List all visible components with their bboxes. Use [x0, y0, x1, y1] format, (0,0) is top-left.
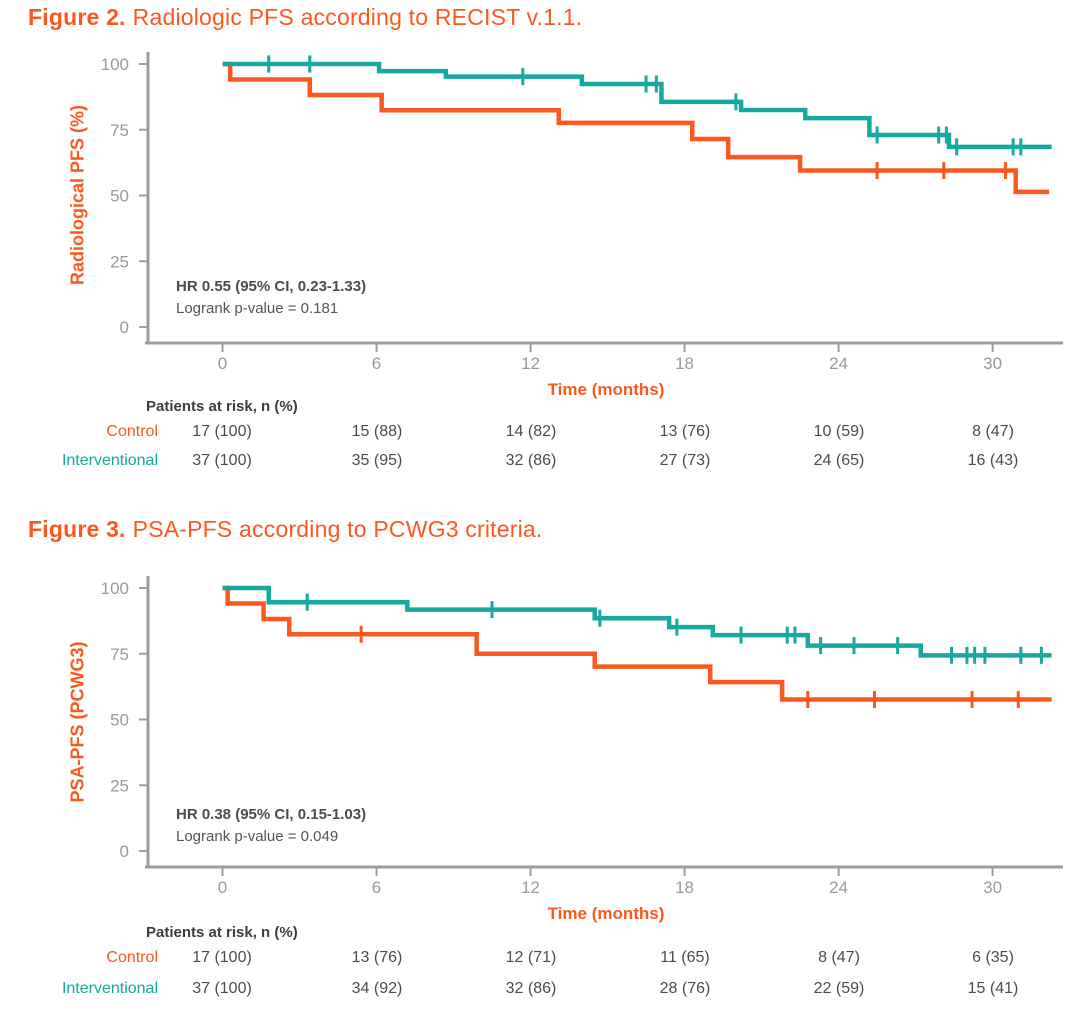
risk-value: 8 (47)	[818, 949, 860, 966]
figure-2-title: Figure 2. Radiologic PFS according to REC…	[28, 4, 582, 31]
risk-value: 10 (59)	[813, 423, 865, 440]
figure-3-title-text: PSA-PFS according to PCWG3 criteria.	[132, 516, 543, 542]
svg-text:25: 25	[110, 776, 129, 795]
svg-text:18: 18	[675, 354, 694, 373]
hazard-ratio-text: HR 0.38 (95% CI, 0.15-1.03)	[176, 806, 367, 823]
risk-value: 14 (82)	[505, 423, 557, 440]
risk-value: 22 (59)	[813, 980, 865, 997]
svg-text:12: 12	[521, 878, 540, 897]
series-interventional	[222, 55, 1052, 156]
svg-text:24: 24	[829, 878, 848, 897]
svg-text:100: 100	[101, 579, 129, 598]
svg-text:30: 30	[983, 878, 1002, 897]
figure-2-risk-row-control: Control 17 (100) 15 (88) 14 (82) 13 (76)…	[0, 423, 1080, 445]
svg-text:30: 30	[983, 354, 1002, 373]
risk-value: 11 (65)	[660, 949, 710, 966]
risk-row-label-interventional: Interventional	[61, 980, 158, 997]
figure-2-risk-table-header: Patients at risk, n (%)	[146, 398, 298, 415]
risk-value: 15 (88)	[351, 423, 403, 440]
figure-3-risk-table-header: Patients at risk, n (%)	[146, 924, 298, 941]
risk-row-label-control: Control	[106, 949, 158, 966]
figure-3-km-chart: 0 25 50 75 100 0 6 12 18 24 30 Time (months)	[101, 576, 1063, 923]
risk-value: 8 (47)	[972, 423, 1014, 440]
figure-3-risk-row-interventional: Interventional 37 (100) 34 (92) 32 (86) …	[0, 980, 1080, 1002]
figure-2-label: Figure 2.	[28, 4, 126, 30]
risk-value: 15 (41)	[967, 980, 1019, 997]
risk-value: 17 (100)	[192, 949, 252, 966]
figure-2-panel: Figure 2. Radiologic PFS according to REC…	[0, 0, 1080, 506]
svg-text:18: 18	[675, 878, 694, 897]
series-interventional	[222, 585, 1052, 664]
risk-value: 24 (65)	[813, 452, 865, 469]
svg-text:0: 0	[120, 318, 129, 337]
tick-labels: 0 25 50 75 100 0 6 12 18 24 30	[101, 579, 1002, 897]
risk-value: 35 (95)	[351, 452, 403, 469]
series-control	[222, 585, 1052, 709]
svg-text:75: 75	[110, 645, 129, 664]
logrank-pvalue-text: Logrank p-value = 0.181	[176, 300, 339, 317]
svg-text:6: 6	[372, 354, 381, 373]
risk-value: 13 (76)	[659, 423, 711, 440]
risk-value: 32 (86)	[505, 452, 557, 469]
svg-text:75: 75	[110, 121, 129, 140]
risk-value: 34 (92)	[351, 980, 403, 997]
svg-text:50: 50	[110, 711, 129, 730]
risk-value: 16 (43)	[967, 452, 1019, 469]
figure-2-stats-annotation: HR 0.55 (95% CI, 0.23-1.33) Logrank p-va…	[176, 276, 366, 320]
x-axis-label: Time (months)	[548, 380, 665, 399]
risk-value: 27 (73)	[659, 452, 711, 469]
risk-row-label-control: Control	[106, 423, 158, 440]
figure-3-panel: Figure 3. PSA-PFS according to PCWG3 crit…	[0, 512, 1080, 1019]
risk-row-label-interventional: Interventional	[61, 452, 158, 469]
figure-3-stats-annotation: HR 0.38 (95% CI, 0.15-1.03) Logrank p-va…	[176, 804, 366, 848]
risk-value: 6 (35)	[972, 949, 1014, 966]
hazard-ratio-text: HR 0.55 (95% CI, 0.23-1.33)	[176, 278, 367, 295]
risk-value: 12 (71)	[505, 949, 557, 966]
svg-text:12: 12	[521, 354, 540, 373]
risk-value: 37 (100)	[192, 980, 252, 997]
tick-labels: 0 25 50 75 100 0 6 12 18 24 30	[101, 55, 1002, 373]
axes	[139, 576, 1063, 876]
svg-text:0: 0	[218, 354, 227, 373]
figure-3-label: Figure 3.	[28, 516, 126, 542]
svg-text:0: 0	[218, 878, 227, 897]
risk-value: 32 (86)	[505, 980, 557, 997]
figure-3-title: Figure 3. PSA-PFS according to PCWG3 crit…	[28, 516, 542, 543]
svg-text:25: 25	[110, 252, 129, 271]
risk-value: 17 (100)	[192, 423, 252, 440]
risk-value: 37 (100)	[192, 452, 252, 469]
logrank-pvalue-text: Logrank p-value = 0.049	[176, 828, 339, 845]
series-control	[222, 61, 1050, 195]
figure-3-risk-row-control: Control 17 (100) 13 (76) 12 (71) 11 (65)…	[0, 949, 1080, 971]
risk-value: 28 (76)	[659, 980, 711, 997]
svg-text:50: 50	[110, 187, 129, 206]
svg-text:6: 6	[372, 878, 381, 897]
svg-text:0: 0	[120, 842, 129, 861]
svg-text:24: 24	[829, 354, 848, 373]
figure-2-title-text: Radiologic PFS according to RECIST v.1.1…	[132, 4, 583, 30]
axes	[139, 52, 1063, 352]
risk-value: 13 (76)	[351, 949, 403, 966]
figure-2-risk-row-interventional: Interventional 37 (100) 35 (95) 32 (86) …	[0, 452, 1080, 474]
svg-text:100: 100	[101, 55, 129, 74]
figure-2-km-chart: 0 25 50 75 100 0 6 12 18 24 30 Time (months)	[101, 52, 1063, 399]
x-axis-label: Time (months)	[548, 904, 665, 923]
